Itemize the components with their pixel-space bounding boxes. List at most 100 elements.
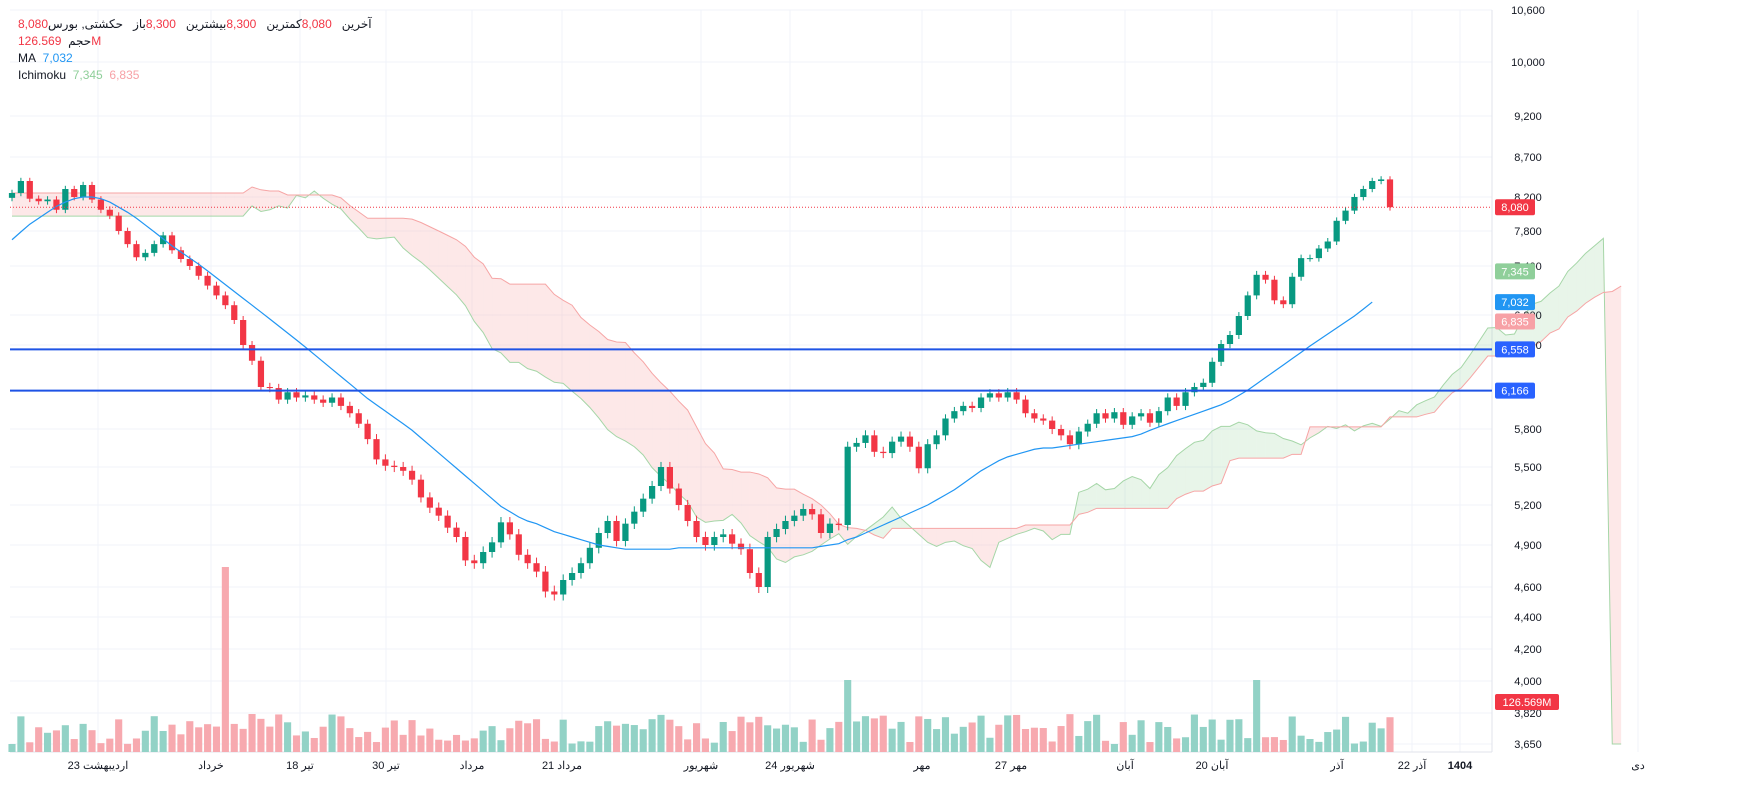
cloud-segment — [1132, 476, 1142, 509]
candle-body — [800, 509, 807, 516]
horizontal-levels[interactable] — [10, 206, 1492, 392]
ma-value: 7,032 — [42, 51, 73, 65]
leading-span-a — [12, 190, 1622, 745]
candle-body — [186, 259, 193, 266]
y-tick-label: 10,600 — [1511, 5, 1545, 17]
candle-body — [1369, 181, 1376, 189]
candle-body — [355, 413, 362, 424]
cloud-segment — [838, 524, 848, 545]
price-tag-label: 8,080 — [1501, 202, 1529, 214]
candle-body — [1173, 397, 1180, 406]
volume-bar — [390, 720, 398, 752]
cloud-segment — [207, 193, 217, 217]
candle-body — [195, 266, 202, 276]
volume-bar — [470, 738, 478, 752]
symbol-name[interactable]: حکشتی, بورس — [48, 17, 124, 31]
volume-bar — [648, 719, 656, 752]
candle-body — [1351, 197, 1358, 211]
candle-body — [400, 467, 407, 471]
cloud-segment — [412, 219, 421, 263]
volume-bar — [835, 721, 843, 752]
volume-bar — [346, 728, 354, 752]
volume-bar — [559, 719, 567, 752]
volume-bar — [221, 567, 229, 752]
cloud-segment — [278, 191, 288, 209]
cloud-segment — [394, 218, 404, 249]
cloud-segment — [1025, 525, 1035, 532]
volume-bar — [1030, 727, 1038, 752]
candle-body — [1111, 412, 1118, 419]
volume-bar — [1021, 728, 1030, 752]
ohlc-row: 8,080 آخرین 8,080کمترین 8,300بیشترین 8,30… — [18, 16, 372, 33]
volume-bar — [941, 717, 950, 752]
cloud-segment — [918, 528, 928, 543]
candle-body — [17, 181, 25, 193]
price-tag — [1495, 694, 1559, 710]
time-axis[interactable]: 23 اردیبهشت خرداد 18 تیر 30 تیر مرداد 21 مردا… — [68, 759, 1645, 772]
cloud-segment — [1612, 286, 1622, 744]
candle-body — [275, 388, 282, 400]
candle-body — [1324, 241, 1331, 249]
candle-body — [1377, 179, 1385, 181]
candle-body — [151, 244, 158, 253]
y-tick-label: 5,800 — [1514, 424, 1542, 436]
cloud-segment — [1229, 422, 1239, 461]
volume-bar — [435, 739, 443, 752]
candle-body — [1271, 279, 1278, 301]
cloud-segment — [252, 187, 261, 212]
volume-bar — [897, 721, 905, 752]
candle-body — [1102, 413, 1109, 419]
volume-bar — [248, 714, 256, 752]
volume-bar — [1270, 737, 1278, 752]
candle-body — [711, 537, 718, 545]
candle-body — [1262, 274, 1269, 280]
ichimoku-label[interactable]: Ichimoku — [18, 68, 67, 82]
cloud-segment — [509, 284, 519, 363]
cloud-segment — [723, 468, 733, 521]
candle-body — [1137, 413, 1145, 417]
cloud-segment — [1203, 430, 1213, 492]
cloud-segment — [536, 284, 546, 378]
candle-body — [80, 185, 87, 197]
cloud-segment — [420, 222, 430, 270]
volume-bar — [1128, 734, 1136, 752]
cloud-segment — [1470, 341, 1479, 379]
candle-body — [568, 573, 576, 580]
cloud-segment — [1309, 426, 1319, 438]
candle-body — [248, 345, 256, 361]
cloud-segment — [954, 528, 964, 546]
cloud-segment — [403, 218, 413, 256]
cloud-segment — [136, 193, 146, 217]
volume-bar — [933, 729, 941, 752]
volume-bar — [408, 720, 416, 752]
ichimoku-cloud — [12, 186, 1622, 745]
volume-bar — [781, 724, 790, 752]
candle-body — [1297, 258, 1305, 277]
volume-bar — [959, 726, 967, 752]
volume-bar — [452, 734, 461, 752]
volume-bar — [719, 721, 727, 752]
y-tick-label: 4,000 — [1514, 676, 1542, 688]
cloud-segment — [545, 284, 555, 383]
cloud-segment — [972, 528, 982, 561]
volume-bar — [1226, 719, 1234, 752]
cloud-segment — [1567, 262, 1577, 317]
cloud-segment — [367, 218, 377, 239]
x-tick-label: 1404 — [1448, 760, 1473, 772]
candle-body — [444, 515, 451, 528]
cloud-segment — [385, 218, 395, 238]
candle-body — [106, 209, 113, 216]
y-tick-label: 4,600 — [1514, 582, 1542, 594]
ma-label[interactable]: MA — [18, 51, 36, 65]
volume-bar — [61, 725, 69, 752]
cloud-segment — [323, 195, 333, 205]
volume-bar — [817, 739, 825, 752]
cloud-segment — [340, 197, 350, 220]
cloud-segment — [1452, 367, 1462, 393]
volume-bar — [124, 743, 132, 752]
x-tick-label: 30 تیر — [372, 760, 400, 772]
x-tick-label: 23 اردیبهشت — [68, 760, 129, 772]
candle-body — [222, 295, 229, 306]
candle-body — [408, 470, 416, 480]
